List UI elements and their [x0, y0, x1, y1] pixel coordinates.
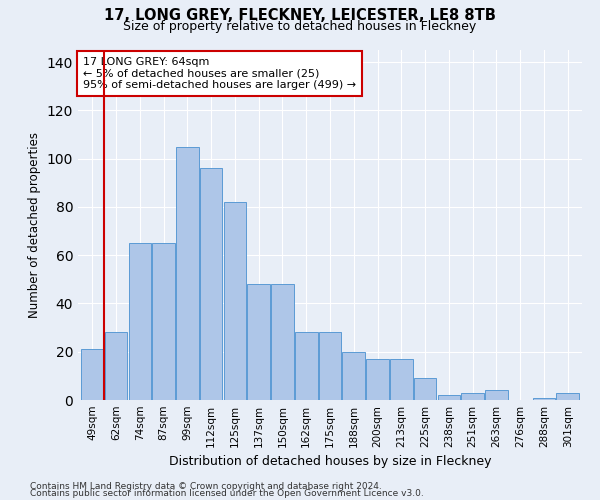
Text: Size of property relative to detached houses in Fleckney: Size of property relative to detached ho…: [124, 20, 476, 33]
Bar: [485, 390, 508, 400]
Text: Contains HM Land Registry data © Crown copyright and database right 2024.: Contains HM Land Registry data © Crown c…: [30, 482, 382, 491]
Bar: [81, 350, 104, 400]
Bar: [105, 332, 127, 400]
Bar: [295, 332, 317, 400]
Bar: [152, 243, 175, 400]
Bar: [200, 168, 223, 400]
Bar: [366, 359, 389, 400]
Bar: [224, 202, 246, 400]
Bar: [533, 398, 555, 400]
Bar: [343, 352, 365, 400]
Bar: [556, 393, 579, 400]
Text: Contains public sector information licensed under the Open Government Licence v3: Contains public sector information licen…: [30, 489, 424, 498]
Bar: [128, 243, 151, 400]
Y-axis label: Number of detached properties: Number of detached properties: [28, 132, 41, 318]
Text: 17, LONG GREY, FLECKNEY, LEICESTER, LE8 8TB: 17, LONG GREY, FLECKNEY, LEICESTER, LE8 …: [104, 8, 496, 22]
Bar: [414, 378, 436, 400]
Bar: [319, 332, 341, 400]
Bar: [390, 359, 413, 400]
X-axis label: Distribution of detached houses by size in Fleckney: Distribution of detached houses by size …: [169, 456, 491, 468]
Bar: [247, 284, 270, 400]
Text: 17 LONG GREY: 64sqm
← 5% of detached houses are smaller (25)
95% of semi-detache: 17 LONG GREY: 64sqm ← 5% of detached hou…: [83, 57, 356, 90]
Bar: [176, 146, 199, 400]
Bar: [461, 393, 484, 400]
Bar: [271, 284, 294, 400]
Bar: [437, 395, 460, 400]
